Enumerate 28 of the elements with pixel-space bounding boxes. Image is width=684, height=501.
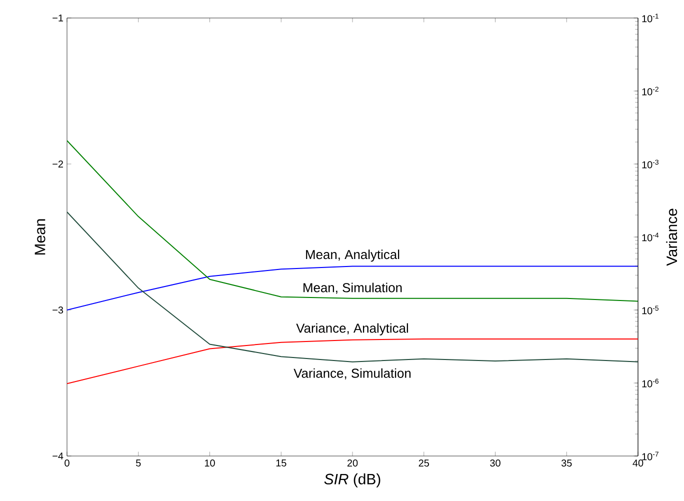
y-tick-label: −1: [52, 14, 63, 22]
y-axis-title: Mean: [34, 219, 46, 254]
y-tick-label: −3: [52, 306, 64, 314]
y2-tick-label: 10$^{-4}$: [642, 232, 659, 242]
y-tick-label: −4: [52, 452, 64, 460]
series-label: Mean, Simulation: [304, 282, 402, 294]
x-tick-label: 5: [136, 460, 141, 466]
x-tick-label: 10: [204, 460, 215, 467]
x-tick-label: 30: [490, 460, 500, 467]
x-tick-label: 0: [64, 460, 70, 467]
series-label: Variance, Analytical: [296, 323, 408, 336]
x-axis-title: SIR (dB): [324, 473, 380, 488]
y2-axis-title: Variance: [666, 208, 678, 266]
series-label: Variance, Simulation: [294, 368, 411, 380]
series-label: Mean, Analytical: [306, 250, 400, 262]
y2-tick-label: 10$^{-5}$: [642, 306, 659, 314]
y2-tick-label: 10$^{-7}$: [642, 452, 658, 460]
line-series: [67, 212, 638, 362]
y-tick-label: −2: [52, 160, 63, 168]
x-tick-label: 25: [418, 460, 429, 467]
y2-tick-label: 10$^{-1}$: [642, 14, 658, 22]
y2-tick-label: 10$^{-3}$: [642, 160, 658, 168]
x-tick-label: 20: [347, 460, 358, 467]
x-tick-label: 15: [276, 460, 286, 466]
x-tick-label: 35: [561, 460, 572, 467]
x-tick-label: 40: [632, 460, 644, 467]
y2-tick-label: 10$^{-6}$: [642, 378, 658, 388]
y2-tick-label: 10$^{-2}$: [642, 86, 658, 96]
